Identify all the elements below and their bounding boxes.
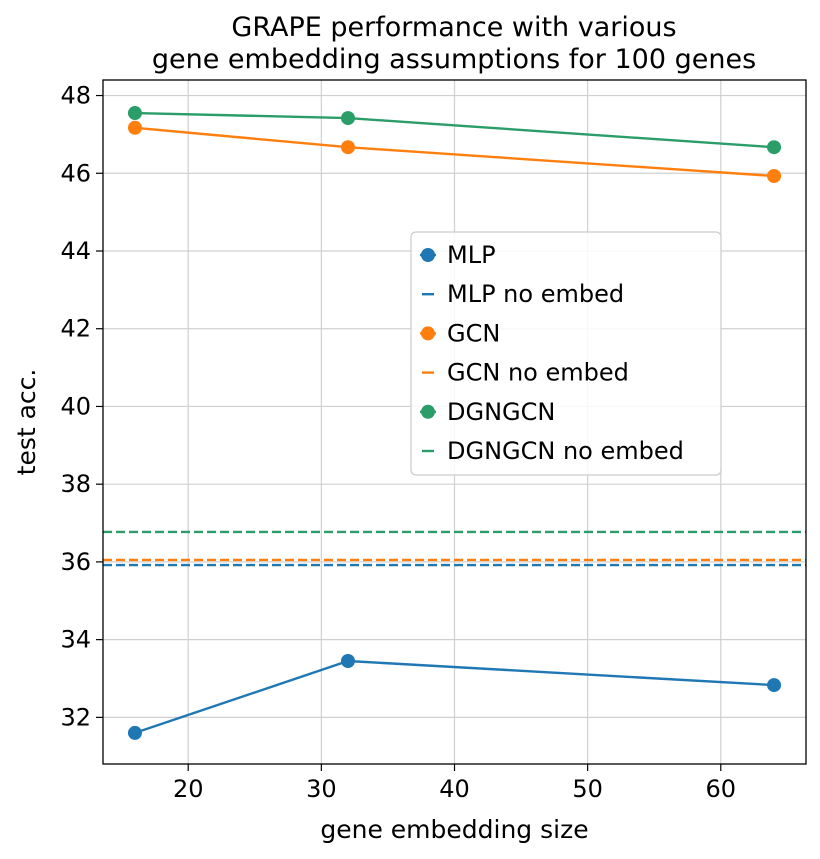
- axis-ticks: 20 30 40 50 60 32 34 36 38 40 42 44 46 48: [60, 82, 736, 803]
- data-point: [127, 725, 142, 740]
- y-tick-label: 32: [60, 703, 91, 731]
- x-tick-label: 60: [706, 775, 737, 803]
- chart-title-line-1: GRAPE performance with various: [231, 12, 677, 43]
- x-axis-label: gene embedding size: [320, 815, 588, 844]
- legend-label: DGNGCN: [447, 398, 555, 426]
- series-lines: [127, 106, 782, 740]
- y-tick-label: 44: [60, 237, 91, 265]
- legend-swatch-marker: [421, 248, 435, 262]
- chart-title-line-2: gene embedding assumptions for 100 genes: [151, 44, 757, 75]
- legend-label: MLP no embed: [447, 280, 624, 308]
- legend-label: GCN no embed: [447, 359, 629, 387]
- legend-swatch-marker: [421, 404, 435, 419]
- y-tick-label: 40: [60, 392, 91, 420]
- baseline-lines: [103, 530, 806, 567]
- data-point: [340, 140, 355, 155]
- data-point: [340, 111, 355, 126]
- y-tick-label: 34: [60, 626, 91, 654]
- data-point: [340, 654, 355, 669]
- legend-swatch-marker: [421, 326, 435, 341]
- data-point: [127, 120, 142, 135]
- x-tick-label: 20: [173, 775, 204, 803]
- legend-label: MLP: [447, 241, 496, 269]
- x-tick-label: 30: [306, 775, 337, 803]
- legend: MLP MLP no embed GCN GCN no embed DGNGCN DGNG…: [410, 231, 722, 476]
- legend-box: [410, 231, 722, 476]
- data-point: [127, 106, 142, 121]
- legend-label: DGNGCN no embed: [447, 437, 684, 465]
- data-point: [767, 140, 782, 155]
- y-tick-label: 46: [60, 159, 91, 187]
- y-tick-label: 38: [60, 470, 91, 498]
- y-tick-label: 48: [60, 82, 91, 110]
- legend-label: GCN: [447, 319, 500, 347]
- y-tick-label: 36: [60, 548, 91, 576]
- y-axis-label: test acc.: [12, 369, 41, 476]
- x-tick-label: 40: [439, 775, 470, 803]
- y-tick-label: 42: [60, 315, 91, 343]
- chart-title: GRAPE performance with various gene embe…: [0, 12, 820, 76]
- x-tick-label: 50: [572, 775, 603, 803]
- data-point: [767, 678, 782, 693]
- data-point: [767, 168, 782, 183]
